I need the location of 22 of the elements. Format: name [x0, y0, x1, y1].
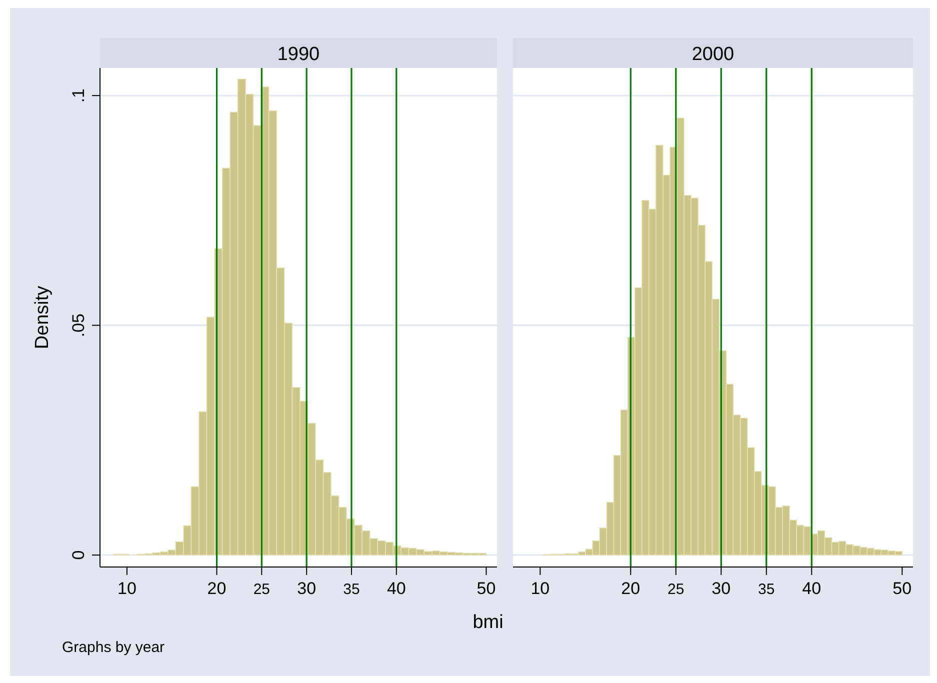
y-axis-title: Density	[32, 285, 53, 350]
x-tick-label: 40	[386, 579, 406, 598]
x-tick-label: 40	[802, 579, 822, 598]
x-tick-label: 25	[253, 581, 270, 598]
y-tick-label: 0	[69, 550, 88, 560]
x-tick-label: 20	[621, 579, 640, 598]
x-tick-label: 25	[668, 581, 684, 598]
x-tick-label: 30	[712, 579, 731, 598]
y-tick-label: .1	[69, 88, 88, 103]
x-axis-title: bmi	[472, 612, 504, 633]
x-tick-label: 20	[207, 579, 226, 598]
text: Graphs by year	[62, 639, 165, 656]
y-tick-label: .05	[69, 313, 88, 338]
x-tick-label: 10	[117, 579, 136, 598]
x-tick-label: 35	[343, 581, 360, 598]
x-tick-label: 50	[476, 579, 496, 598]
x-tick-label: 50	[892, 579, 912, 598]
x-tick-label: 35	[758, 581, 775, 598]
x-tick-label: 10	[530, 579, 550, 598]
chart-title: 1990	[277, 44, 320, 65]
x-tick-label: 30	[297, 579, 316, 598]
chart-title: 2000	[692, 44, 734, 65]
